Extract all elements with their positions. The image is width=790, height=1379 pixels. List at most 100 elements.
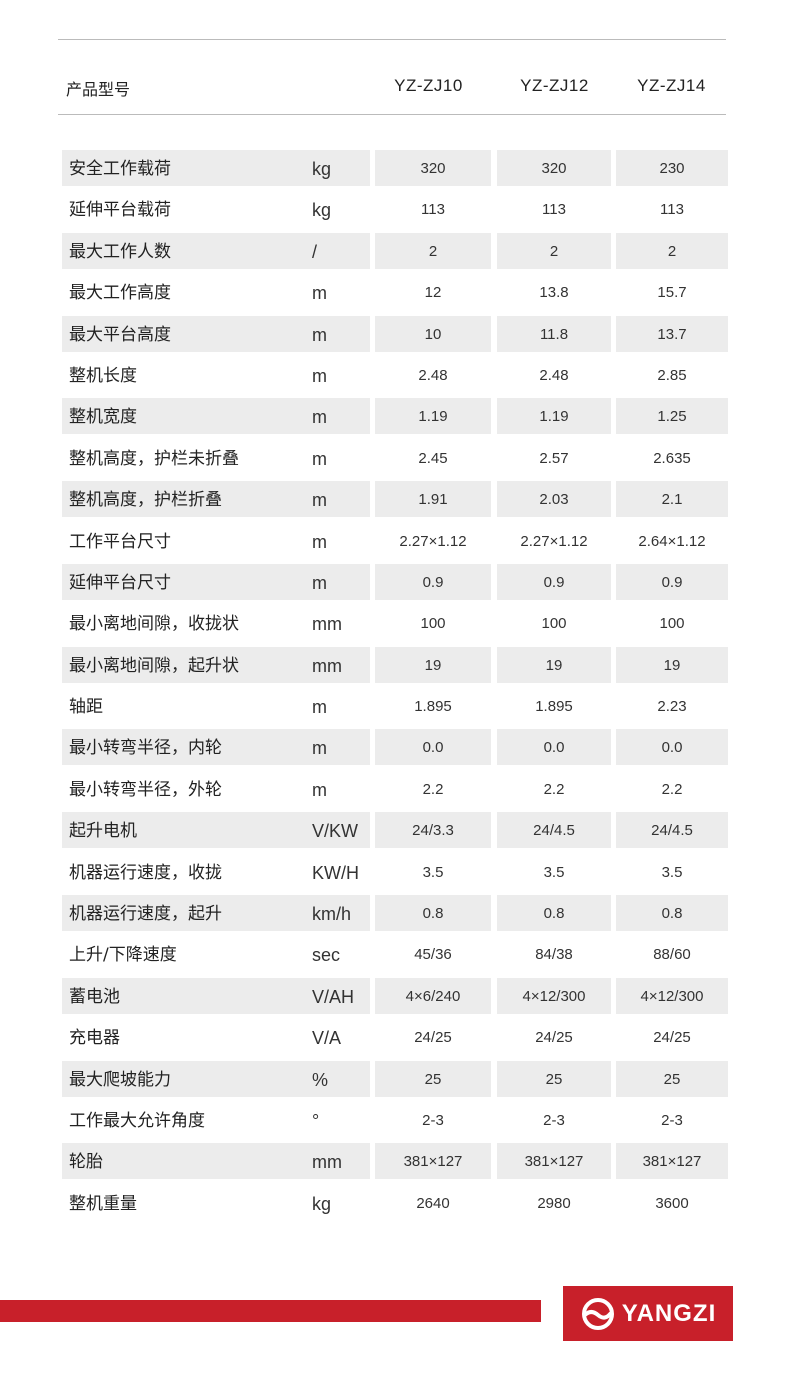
spec-value: 2 bbox=[497, 232, 611, 269]
spec-value: 2.64×1.12 bbox=[638, 532, 706, 550]
spec-value: 2-3 bbox=[661, 1111, 683, 1129]
spec-value: 3.5 bbox=[661, 863, 683, 881]
spec-value: 4×12/300 bbox=[497, 977, 611, 1014]
spec-label: 整机重量 kg bbox=[62, 1185, 370, 1221]
spec-unit: m bbox=[312, 283, 327, 304]
spec-value: 2.27×1.12 bbox=[399, 532, 467, 550]
spec-label-text: 整机宽度 bbox=[69, 407, 137, 428]
table-row: 蓄电池 V/AH 4×6/240 4×12/300 4×12/300 bbox=[62, 977, 732, 1019]
spec-label-text: 轴距 bbox=[69, 697, 103, 718]
model-1: YZ-ZJ10 bbox=[394, 76, 463, 95]
spec-label: 充电器 V/A bbox=[62, 1019, 370, 1055]
table-row: 工作平台尺寸 m 2.27×1.12 2.27×1.12 2.64×1.12 bbox=[62, 523, 732, 564]
table-row: 最大爬坡能力% 25 25 25 bbox=[62, 1060, 732, 1102]
spec-unit: kg bbox=[312, 159, 332, 179]
spec-value: 2.48 bbox=[539, 366, 569, 384]
spec-unit: m bbox=[312, 365, 327, 386]
spec-label-text: 最大平台高度 bbox=[69, 324, 171, 345]
spec-value: 2.27×1.12 bbox=[520, 532, 588, 550]
spec-unit: km/h bbox=[312, 904, 352, 925]
spec-label: 最小转弯半径，内轮 m bbox=[62, 729, 370, 766]
table-row: 上升/下降速度 sec 45/36 84/38 88/60 bbox=[62, 936, 732, 977]
table-row: 安全工作载荷 kg 320 320 230 bbox=[62, 150, 732, 191]
spec-value: 2.1 bbox=[616, 481, 728, 518]
spec-label: 最大工作高度 m bbox=[62, 274, 370, 310]
spec-unit: m bbox=[312, 738, 327, 759]
spec-value: 230 bbox=[616, 150, 728, 186]
spec-label: 起升电机 V/KW bbox=[62, 812, 370, 849]
table-row: 最小转弯半径，内轮 m 0.0 0.0 0.0 bbox=[62, 729, 732, 770]
spec-value: 0.8 bbox=[375, 895, 491, 932]
spec-value: 3.5 bbox=[422, 863, 444, 881]
spec-label-text: 上升/下降速度 bbox=[69, 945, 177, 966]
spec-unit: m bbox=[312, 697, 327, 718]
spec-value: 100 bbox=[420, 615, 446, 633]
spec-value: 2.03 bbox=[497, 481, 611, 518]
brand-name: YANGZI bbox=[621, 1299, 717, 1327]
spec-label-text: 机器运行速度，收拢 bbox=[69, 862, 222, 883]
spec-label: 机器运行速度，起升 km/h bbox=[62, 895, 370, 932]
spec-label: 上升/下降速度 sec bbox=[62, 936, 370, 972]
spec-value: 10 bbox=[375, 315, 491, 352]
table-row: 工作最大允许角度 ° 2-3 2-3 2-3 bbox=[62, 1102, 732, 1143]
spec-value: 1.91 bbox=[375, 481, 491, 518]
spec-unit: m bbox=[312, 407, 327, 428]
spec-value: 2.85 bbox=[657, 366, 687, 384]
spec-value: 320 bbox=[497, 150, 611, 186]
spec-value: 4×12/300 bbox=[616, 977, 728, 1014]
spec-value: 25 bbox=[497, 1060, 611, 1097]
spec-value: 1.895 bbox=[535, 698, 573, 716]
spec-label: 最小离地间隙，收拢状 mm bbox=[62, 605, 370, 641]
spec-value: 2.45 bbox=[418, 449, 448, 467]
table-row: 机器运行速度，收拢 KW/H 3.5 3.5 3.5 bbox=[62, 854, 732, 895]
table-row: 整机高度，护栏未折叠 m 2.45 2.57 2.635 bbox=[62, 440, 732, 481]
spec-value: 4×6/240 bbox=[375, 977, 491, 1014]
spec-value: 2 bbox=[375, 232, 491, 269]
spec-unit: m bbox=[312, 324, 327, 345]
spec-unit: V/AH bbox=[312, 986, 355, 1007]
spec-value: 2.23 bbox=[657, 698, 687, 716]
table-row: 轮胎 mm 381×127 381×127 381×127 bbox=[62, 1143, 732, 1184]
spec-value: 2-3 bbox=[543, 1111, 565, 1129]
spec-value: 1.19 bbox=[375, 398, 491, 435]
spec-unit: / bbox=[312, 241, 318, 262]
spec-value: 320 bbox=[375, 150, 491, 186]
spec-label: 整机高度，护栏折叠 m bbox=[62, 481, 370, 518]
header-label: 产品型号 bbox=[66, 80, 131, 99]
spec-value: 24/25 bbox=[653, 1029, 691, 1047]
spec-value: 13.8 bbox=[539, 284, 569, 302]
spec-value: 100 bbox=[659, 615, 685, 633]
table-row: 整机宽度 m 1.19 1.19 1.25 bbox=[62, 398, 732, 439]
spec-value: 0.9 bbox=[616, 563, 728, 600]
spec-value: 2.48 bbox=[418, 366, 448, 384]
spec-label: 蓄电池 V/AH bbox=[62, 977, 370, 1014]
spec-label-text: 机器运行速度，起升 bbox=[69, 904, 222, 925]
spec-label-text: 最大工作高度 bbox=[69, 283, 171, 304]
table-row: 充电器 V/A 24/25 24/25 24/25 bbox=[62, 1019, 732, 1060]
spec-label: 工作最大允许角度 ° bbox=[62, 1102, 370, 1138]
spec-value: 2 bbox=[616, 232, 728, 269]
spec-label-text: 安全工作载荷 bbox=[69, 159, 171, 179]
spec-value: 381×127 bbox=[375, 1143, 491, 1180]
spec-value: 19 bbox=[497, 646, 611, 683]
spec-label-text: 整机高度，护栏折叠 bbox=[69, 490, 222, 511]
spec-value: 84/38 bbox=[535, 946, 573, 964]
header-divider bbox=[58, 114, 726, 115]
spec-label-text: 最小离地间隙，起升状 bbox=[69, 655, 239, 676]
spec-label: 延伸平台尺寸 m bbox=[62, 563, 370, 600]
spec-label-text: 最小转弯半径，内轮 bbox=[69, 738, 222, 759]
spec-label: 最小转弯半径，外轮 m bbox=[62, 771, 370, 807]
spec-label-text: 整机重量 bbox=[69, 1193, 137, 1214]
table-header: 产品型号 YZ-ZJ10 YZ-ZJ12 YZ-ZJ14 bbox=[58, 66, 726, 110]
spec-label-text: 最小离地间隙，收拢状 bbox=[69, 614, 239, 635]
model-3: YZ-ZJ14 bbox=[637, 76, 706, 95]
spec-unit: mm bbox=[312, 1152, 342, 1173]
spec-label-text: 工作平台尺寸 bbox=[69, 531, 171, 552]
spec-label-text: 蓄电池 bbox=[69, 986, 120, 1007]
spec-unit: kg bbox=[312, 200, 332, 221]
spec-unit: ° bbox=[312, 1110, 320, 1131]
spec-value: 3600 bbox=[655, 1194, 689, 1212]
spec-value: 2640 bbox=[416, 1194, 450, 1212]
spec-value: 15.7 bbox=[657, 284, 687, 302]
spec-label: 安全工作载荷 kg bbox=[62, 150, 370, 186]
